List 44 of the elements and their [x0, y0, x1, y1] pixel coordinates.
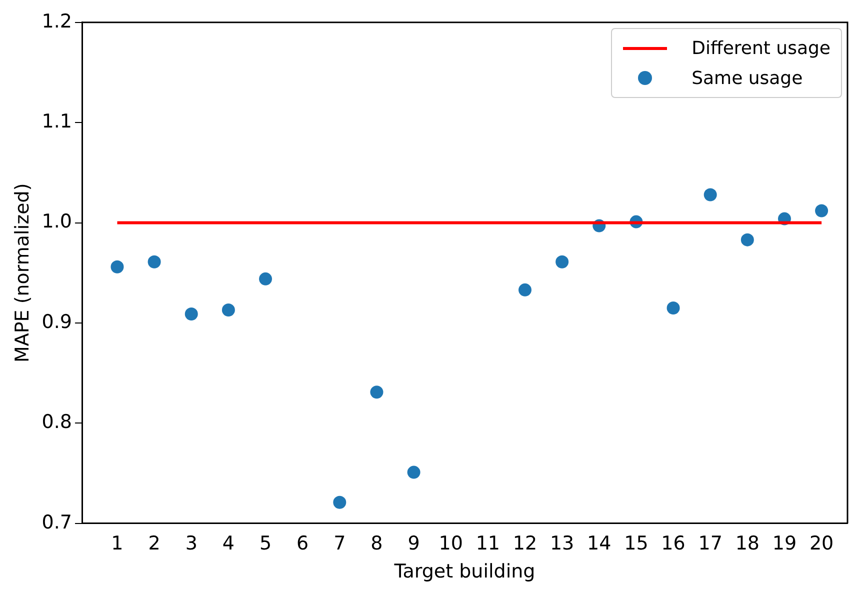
y-tick-label: 1.1: [42, 110, 72, 133]
point: [815, 204, 828, 218]
x-tick-label: 1: [111, 532, 124, 555]
point: [407, 466, 420, 479]
x-tick-label: 4: [222, 532, 234, 555]
point: [333, 496, 346, 509]
x-tick-label: 17: [698, 532, 722, 555]
x-tick-label: 19: [772, 532, 797, 555]
x-tick-label: 9: [408, 532, 420, 555]
x-tick-label: 7: [334, 532, 346, 555]
point: [518, 283, 532, 296]
x-tick-label: 14: [587, 532, 612, 555]
point: [666, 301, 680, 314]
x-tick-label: 15: [624, 532, 648, 555]
y-tick-label: 0.9: [42, 310, 72, 333]
point: [556, 255, 569, 268]
point: [110, 260, 124, 274]
point: [148, 255, 161, 268]
y-tick-label: 1.2: [42, 10, 72, 32]
point: [184, 307, 198, 320]
legend-label: Different usage: [692, 38, 830, 59]
x-axis-title: Target building: [393, 560, 536, 583]
x-tick-label: 8: [370, 532, 383, 555]
x-tick-label: 11: [476, 532, 500, 555]
x-tick-label: 20: [809, 532, 834, 555]
x-tick-label: 18: [735, 532, 760, 555]
x-tick-label: 5: [259, 532, 272, 555]
point: [370, 386, 384, 399]
x-tick-label: 13: [550, 532, 574, 555]
y-tick-label: 0.8: [42, 411, 72, 434]
x-tick-label: 2: [148, 532, 160, 555]
y-tick-label: 0.7: [42, 511, 72, 534]
x-tick-label: 16: [661, 532, 686, 555]
x-tick-label: 3: [185, 532, 198, 555]
point: [222, 303, 235, 316]
point: [259, 272, 272, 286]
y-axis-title: MAPE (normalized): [11, 183, 34, 363]
y-tick-label: 1.0: [42, 210, 72, 233]
x-tick-label: 12: [512, 532, 538, 555]
x-tick-label: 10: [438, 532, 463, 555]
point: [740, 233, 754, 246]
x-tick-label: 6: [296, 532, 309, 555]
legend-label: Same usage: [692, 68, 803, 89]
point: [704, 188, 717, 202]
